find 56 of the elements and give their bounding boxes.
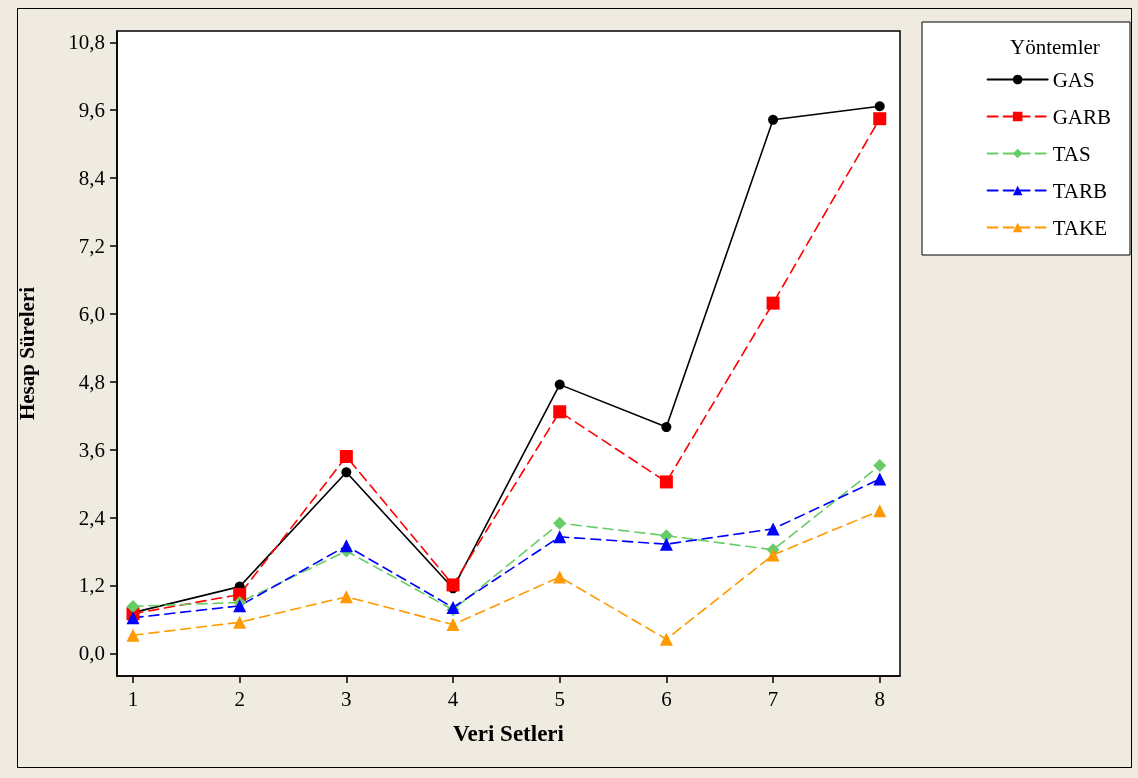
legend-label: TAKE [1052,215,1107,240]
x-tick-label: 5 [554,686,565,711]
point [446,618,460,632]
point [339,449,353,463]
point [446,578,460,592]
point [553,516,567,530]
point [553,530,567,544]
point [339,590,353,604]
x-tick-label: 7 [767,686,779,711]
point [553,405,567,419]
y-tick-label: 10,8 [68,30,105,55]
point [126,599,140,613]
point [873,472,887,486]
point [766,548,780,562]
point [766,296,780,310]
y-tick-label: 9,6 [78,98,105,123]
point [554,379,565,390]
point [126,628,140,642]
point [126,611,140,625]
x-tick-label: 4 [447,686,459,711]
x-tick-label: 1 [127,686,139,711]
y-axis-title: Hesap Süreleri [14,286,39,421]
y-tick-label: 4,8 [78,369,105,394]
point [233,615,247,629]
point [339,539,353,553]
point [766,522,780,536]
point [233,599,247,613]
y-tick-label: 3,6 [78,437,105,462]
x-tick-label: 2 [234,686,245,711]
point [661,422,672,433]
y-tick-label: 0,0 [78,641,105,666]
point [659,529,673,543]
point [553,570,567,584]
x-tick-label: 3 [341,686,352,711]
point [659,632,673,646]
legend-label: TARB [1052,178,1107,203]
legend-label: GAS [1052,67,1095,92]
point [659,537,673,551]
point [659,475,673,489]
legend-label: GARB [1052,104,1112,129]
legend-label: TAS [1052,141,1091,166]
y-tick-label: 8,4 [78,166,106,191]
point [873,504,887,518]
y-tick-label: 6,0 [78,301,105,326]
point [874,101,885,112]
y-tick-label: 1,2 [78,573,105,598]
point [768,114,779,125]
point [341,467,352,478]
point [873,112,887,126]
y-tick-label: 2,4 [78,505,106,530]
x-tick-label: 8 [874,686,885,711]
x-axis-title: Veri Setleri [453,721,565,746]
legend-title: Yöntemler [1010,34,1100,59]
point [873,459,887,473]
x-tick-label: 6 [661,686,672,711]
y-tick-label: 7,2 [78,234,105,258]
